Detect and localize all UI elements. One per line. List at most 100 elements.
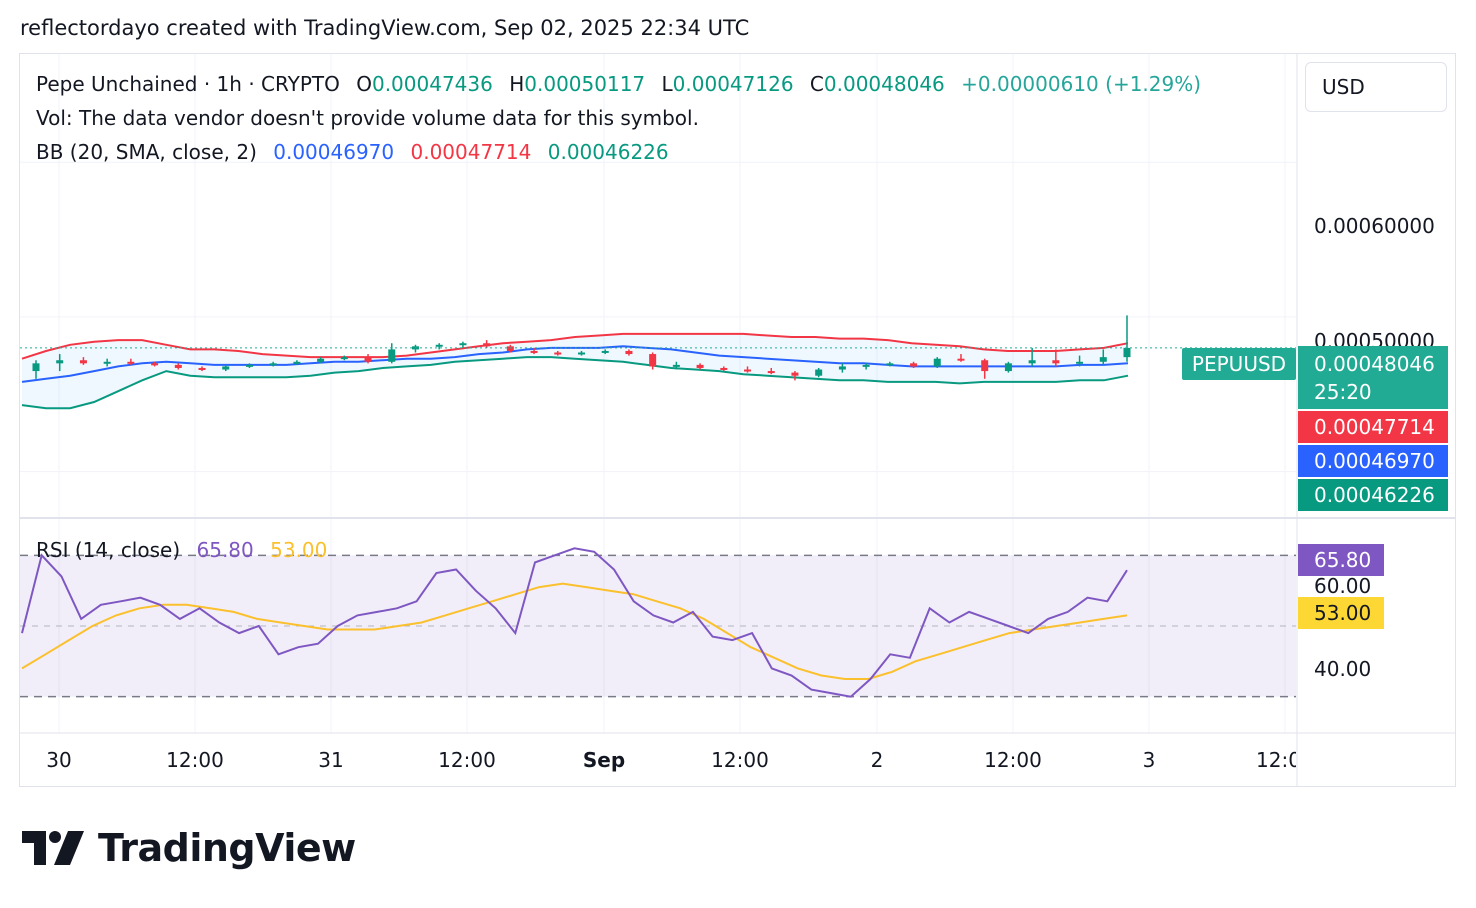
bar-countdown: 25:20	[1314, 380, 1372, 404]
rsi-ma-tag: 53.00	[1298, 597, 1384, 629]
candle-body	[720, 367, 728, 370]
candle-body	[174, 364, 182, 368]
bb-label: BB (20, SMA, close, 2)	[36, 140, 257, 164]
candle	[981, 358, 989, 379]
candle	[79, 357, 87, 365]
bb-upper-line	[21, 332, 1129, 360]
candle-body	[957, 358, 965, 361]
candle-body	[269, 363, 277, 366]
candle	[340, 355, 348, 361]
candle	[601, 349, 609, 355]
bb-upper-value: 0.00047714	[410, 140, 532, 164]
candle	[838, 363, 846, 373]
candle-body	[838, 366, 846, 370]
candle	[435, 343, 443, 350]
candle	[388, 343, 396, 364]
candle	[696, 363, 704, 370]
candle-body	[435, 344, 443, 347]
currency-selector[interactable]: USD	[1305, 62, 1447, 112]
bb-fill	[22, 333, 1128, 409]
candle	[198, 366, 206, 372]
candle-body	[815, 369, 823, 376]
bollinger-bands	[21, 332, 1129, 410]
candle	[1004, 361, 1012, 373]
candle	[1123, 315, 1131, 362]
candle	[151, 361, 159, 367]
candle	[269, 361, 277, 367]
candle	[245, 363, 253, 368]
candle-body	[103, 361, 111, 364]
candle-body	[483, 343, 491, 347]
candle	[459, 341, 467, 348]
time-tick-label: 2	[870, 748, 884, 772]
candle-body	[198, 367, 206, 370]
ohlc-low-label: L	[661, 72, 673, 96]
candle-body	[649, 354, 657, 367]
candle	[649, 352, 657, 370]
candle	[127, 358, 135, 365]
ticker-tag: PEPUUSD	[1182, 348, 1296, 380]
candle-body	[767, 371, 775, 374]
candle	[1076, 355, 1084, 367]
candle-body	[32, 363, 40, 372]
candle	[957, 354, 965, 362]
candle-body	[744, 369, 752, 372]
candle	[293, 360, 301, 365]
chart-frame	[19, 53, 1456, 787]
candle-body	[554, 352, 562, 355]
candle	[862, 363, 870, 370]
bb-lower-value: 0.00046226	[547, 140, 669, 164]
rsi-ma-line	[21, 582, 1128, 680]
bb-lower-tag: 0.00046226	[1298, 479, 1448, 511]
last-price-tag: 0.00048046 25:20	[1298, 346, 1448, 409]
time-tick-label: 30	[46, 748, 72, 772]
candle	[625, 349, 633, 356]
bb-legend[interactable]: BB (20, SMA, close, 2) 0.00046970 0.0004…	[36, 140, 669, 164]
candle	[1028, 347, 1036, 367]
candle	[886, 361, 894, 367]
candle	[767, 367, 775, 375]
candle-body	[601, 350, 609, 353]
candle	[1099, 349, 1107, 365]
candle	[530, 347, 538, 355]
last-price-value: 0.00048046	[1314, 352, 1435, 376]
ohlc-low-value: 0.00047126	[672, 72, 794, 96]
candle-body	[862, 364, 870, 367]
time-tick-label: 3	[1142, 748, 1156, 772]
candle-body	[151, 363, 159, 366]
price-tick: 0.00060000	[1314, 214, 1435, 238]
candle	[483, 340, 491, 348]
symbol-legend[interactable]: Pepe Unchained · 1h · CRYPTO O0.00047436…	[36, 72, 1201, 96]
candle-body	[364, 357, 372, 362]
rsi-value: 65.80	[196, 538, 254, 562]
candle-body	[1052, 360, 1060, 364]
time-tick-label: 12:00	[711, 748, 769, 772]
candle-body	[886, 363, 894, 366]
volume-note: Vol: The data vendor doesn't provide vol…	[36, 106, 699, 130]
rsi-legend[interactable]: RSI (14, close) 65.80 53.00	[36, 538, 327, 562]
candle-body	[56, 360, 64, 364]
candle-body	[1004, 363, 1012, 372]
bb-basis-tag: 0.00046970	[1298, 445, 1448, 477]
grid-lines	[20, 54, 1296, 733]
bb-lower-line	[21, 356, 1129, 410]
ohlc-high-value: 0.00050117	[524, 72, 646, 96]
candle-body	[127, 361, 135, 364]
candle-body	[222, 366, 230, 370]
candle-body	[1076, 361, 1084, 364]
bb-upper-tag: 0.00047714	[1298, 411, 1448, 443]
candle-body	[981, 360, 989, 372]
candle-body	[672, 364, 680, 367]
candle-body	[791, 372, 799, 376]
ohlc-close-value: 0.00048046	[823, 72, 945, 96]
candle-body	[578, 352, 585, 355]
candle	[791, 371, 799, 381]
ohlc-change: +0.00000610 (+1.29%)	[961, 72, 1202, 96]
candle	[672, 361, 680, 370]
candle-body	[340, 357, 348, 360]
candle	[222, 364, 230, 372]
brand-name: TradingView	[98, 826, 356, 870]
candle-body	[293, 361, 301, 364]
ohlc-high-label: H	[509, 72, 525, 96]
